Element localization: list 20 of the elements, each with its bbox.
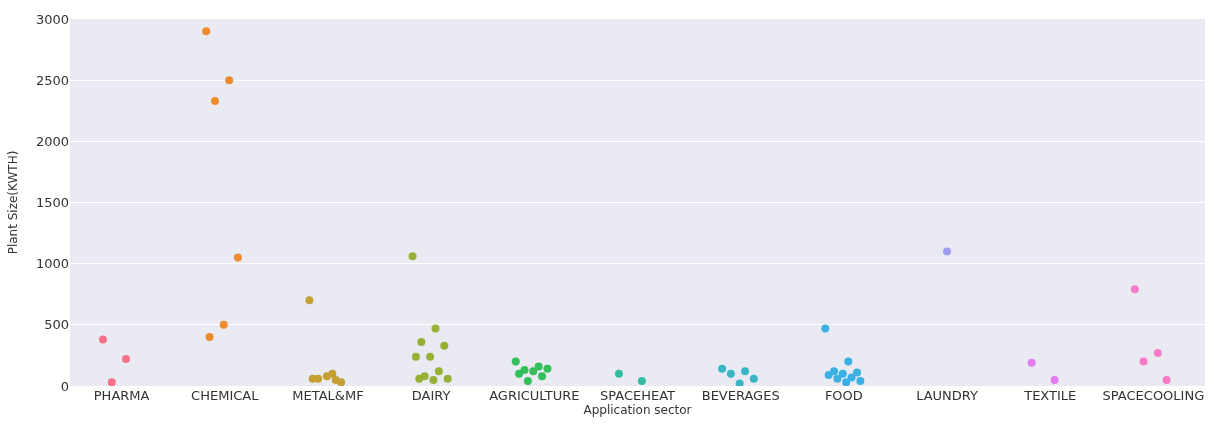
x-tick-label: AGRICULTURE xyxy=(489,388,580,403)
y-tick-label: 500 xyxy=(44,317,69,333)
x-tick-label: TEXTILE xyxy=(1023,388,1077,403)
x-tick-label: DAIRY xyxy=(411,388,451,403)
x-tick-label: SPACEHEAT xyxy=(599,388,676,403)
x-tick-label: SPACECOOLING xyxy=(1102,388,1205,403)
x-tick-label: PHARMA xyxy=(93,388,150,403)
x-tick-label: FOOD xyxy=(824,388,863,403)
x-tick-label: METAL&MF xyxy=(292,388,364,403)
y-axis-title: Plant Size(KWTH) xyxy=(6,150,21,255)
x-tick-label: CHEMICAL xyxy=(191,388,260,403)
x-tick-label: LAUNDRY xyxy=(916,388,979,403)
y-tick-label: 3000 xyxy=(35,11,69,27)
y-tick-label: 2500 xyxy=(35,72,69,88)
x-tick-label: BEVERAGES xyxy=(701,388,780,403)
y-tick-label: 1500 xyxy=(35,195,69,211)
x-axis-title: Application sector xyxy=(583,403,692,417)
y-tick-label: 1000 xyxy=(35,256,69,272)
y-tick-label: 0 xyxy=(60,378,69,394)
y-tick-label: 2000 xyxy=(35,133,69,149)
